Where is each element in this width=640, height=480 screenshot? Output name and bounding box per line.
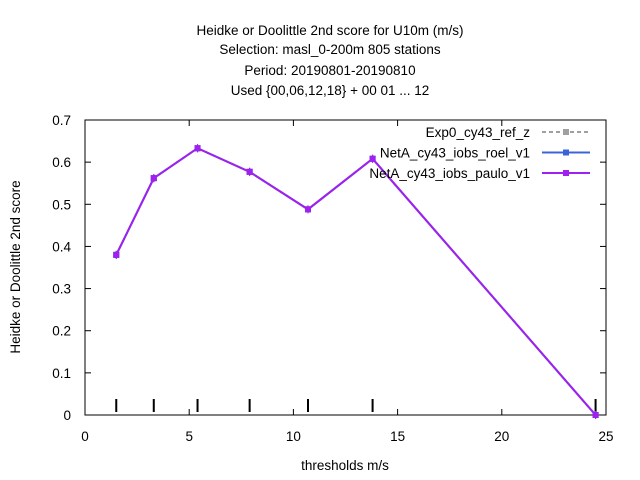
title-line-2: Selection: masl_0-200m 805 stations	[219, 42, 441, 57]
y-tick-label: 0.7	[52, 113, 71, 128]
series-line	[115, 147, 597, 416]
title-line-4: Used {00,06,12,18} + 00 01 ... 12	[231, 83, 430, 98]
x-tick-label: 10	[286, 429, 301, 444]
legend-label: NetA_cy43_iobs_roel_v1	[380, 146, 530, 161]
y-tick-label: 0.3	[52, 282, 71, 297]
y-tick-label: 0.2	[52, 324, 71, 339]
legend: Exp0_cy43_ref_z NetA_cy43_iobs_roel_v1 Net…	[369, 125, 590, 181]
legend-marker	[563, 129, 569, 135]
legend-item: NetA_cy43_iobs_paulo_v1	[369, 166, 590, 181]
y-tick-label: 0.1	[52, 366, 71, 381]
legend-label: NetA_cy43_iobs_paulo_v1	[369, 166, 530, 181]
legend-item: NetA_cy43_iobs_roel_v1	[380, 146, 590, 161]
title-line-1: Heidke or Doolittle 2nd score for U10m (…	[196, 23, 463, 38]
legend-marker	[563, 170, 569, 176]
legend-item: Exp0_cy43_ref_z	[426, 125, 590, 140]
x-axis-label: thresholds m/s	[301, 458, 389, 473]
chart-title: Heidke or Doolittle 2nd score for U10m (…	[196, 23, 463, 98]
title-line-3: Period: 20190801-20190810	[244, 63, 415, 78]
legend-marker	[563, 149, 569, 156]
x-tick-label: 0	[81, 429, 89, 444]
x-tick-label: 25	[598, 429, 613, 444]
series-Exp0_cy43_ref_z	[113, 144, 599, 419]
y-tick-label: 0.6	[52, 155, 71, 170]
plot-frame	[84, 119, 607, 416]
x-tick-label: 5	[185, 429, 193, 444]
y-axis-label: Heidke or Doolittle 2nd score	[8, 180, 23, 353]
x-tick-label: 20	[494, 429, 509, 444]
axis-ticks: 0 5 10 15 20 25 0 0.1 0.2 0.3 0.4 0.5 0.6 0.7	[52, 113, 613, 444]
y-tick-label: 0.5	[52, 197, 71, 212]
series-line	[115, 147, 597, 416]
series-line	[115, 147, 597, 416]
threshold-markers	[115, 399, 597, 412]
x-tick-label: 15	[390, 429, 405, 444]
series-group	[113, 144, 599, 419]
legend-label: Exp0_cy43_ref_z	[426, 125, 531, 140]
y-tick-label: 0.4	[52, 239, 71, 254]
y-tick-label: 0	[63, 408, 71, 423]
series-NetA_cy43_iobs_roel_v1	[113, 144, 599, 419]
series-NetA_cy43_iobs_paulo_v1	[113, 144, 599, 419]
